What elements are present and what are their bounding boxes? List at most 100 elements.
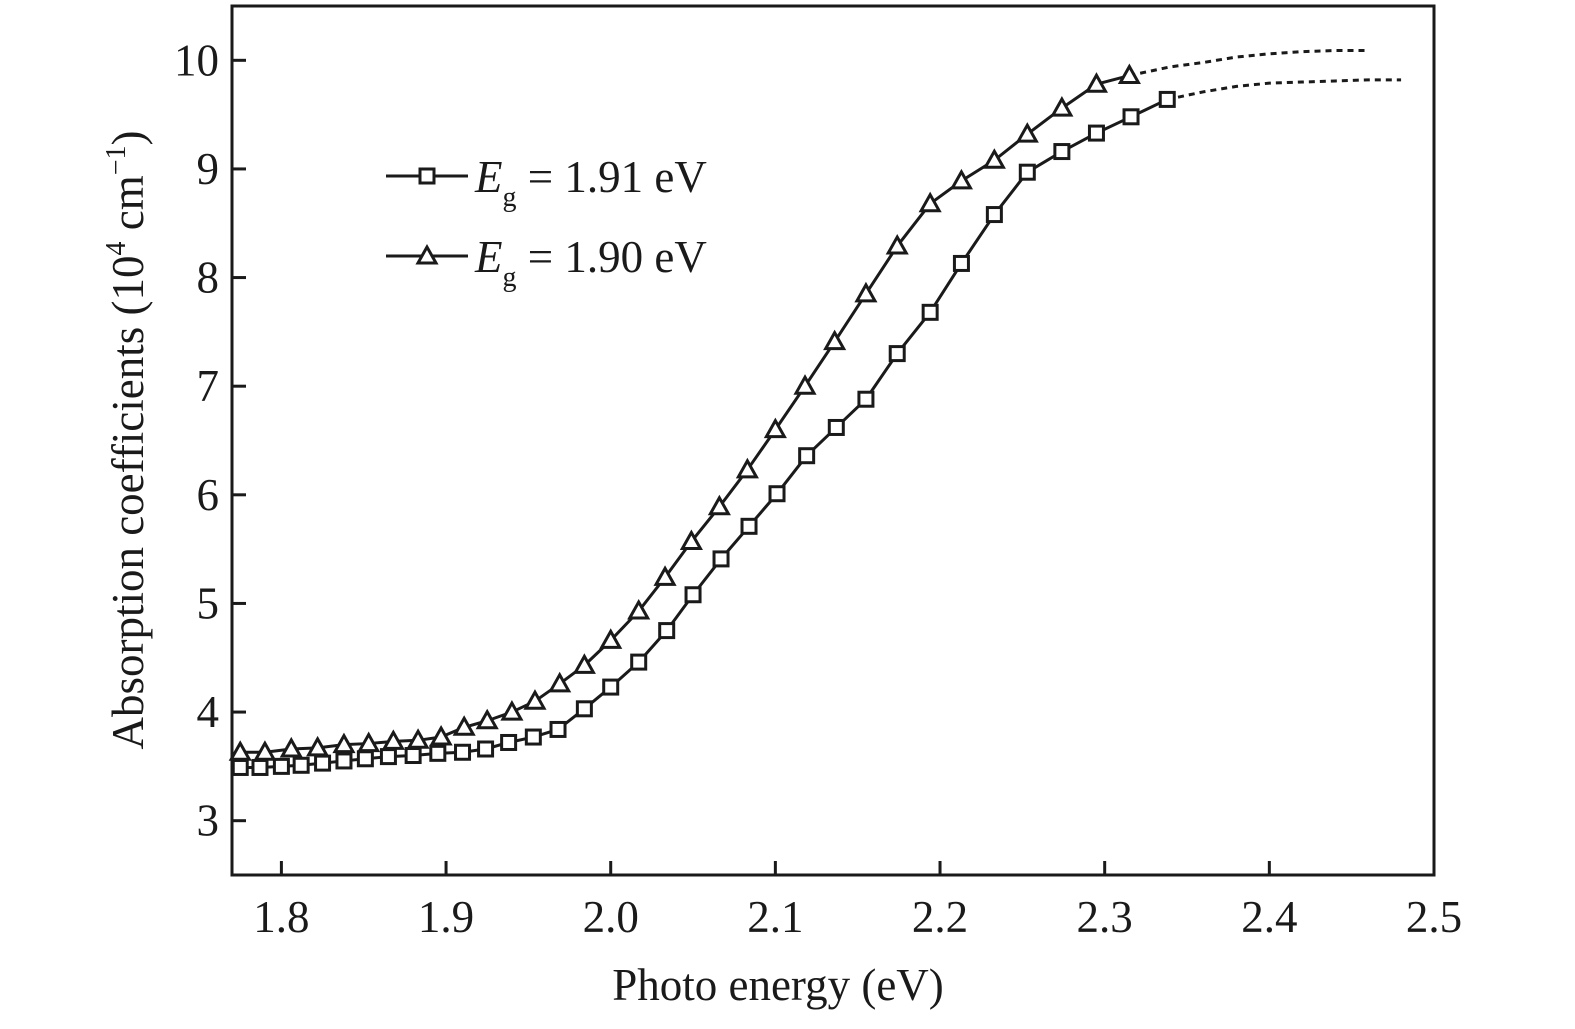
data-point-square — [1122, 108, 1140, 126]
x-tick-label: 2.5 — [1406, 892, 1462, 942]
data-point-square — [454, 743, 472, 761]
series-square — [231, 78, 1402, 776]
data-point-triangle — [452, 715, 476, 736]
x-tick-label: 2.3 — [1077, 892, 1133, 942]
data-point-triangle — [523, 689, 547, 710]
data-point-square — [500, 733, 518, 751]
data-point-square — [921, 303, 939, 321]
data-point-triangle — [228, 740, 252, 761]
data-point-square — [379, 748, 397, 766]
data-point-triangle — [381, 729, 405, 750]
data-point-triangle — [279, 736, 303, 758]
data-point-triangle — [332, 732, 356, 754]
data-point-triangle — [306, 735, 330, 757]
y-tick-label: 3 — [197, 796, 220, 846]
series-triangle — [228, 49, 1369, 761]
data-point-square — [404, 747, 422, 765]
data-point-square — [630, 653, 648, 671]
data-point-triangle — [854, 281, 878, 303]
data-point-triangle — [1015, 122, 1039, 143]
data-point-triangle — [548, 671, 572, 693]
data-point-square — [575, 700, 593, 718]
axis-ticks: 1.8 1.9 2.0 2.1 2.2 2.3 2.4 2.5 3 4 5 6 7 8 9 10 — [174, 35, 1462, 942]
y-axis-title-main: Absorption coefficients (10 — [103, 255, 153, 749]
data-point-square — [827, 418, 845, 436]
x-tick-label: 1.8 — [253, 892, 309, 942]
y-tick-label: 7 — [197, 361, 220, 411]
data-point-square — [314, 754, 332, 772]
data-point-triangle — [735, 457, 759, 479]
legend-label: Eg = 1.91 eV — [474, 152, 707, 213]
data-point-triangle — [653, 565, 677, 586]
data-point-triangle — [949, 168, 973, 190]
data-point-triangle — [1117, 63, 1141, 85]
data-point-triangle — [823, 329, 847, 351]
data-point-square — [1158, 90, 1176, 108]
data-point-triangle — [253, 740, 277, 761]
data-point-square — [712, 550, 730, 568]
legend-marker-square — [418, 167, 436, 185]
data-point-triangle — [793, 374, 817, 395]
y-axis-title-mid: cm — [103, 175, 153, 241]
y-tick-label: 10 — [174, 35, 219, 85]
x-axis-title: Photo energy (eV) — [612, 960, 944, 1010]
data-point-triangle — [1050, 96, 1074, 117]
data-point-triangle — [357, 731, 381, 753]
data-point-square — [272, 757, 290, 775]
data-point-square — [798, 447, 816, 465]
legend-label: Eg = 1.90 eV — [474, 232, 707, 293]
data-point-square — [251, 758, 269, 776]
series-extension-dotted — [1129, 49, 1369, 77]
y-axis-title-end: ) — [103, 130, 153, 145]
y-axis-title-exp2: −1 — [101, 145, 132, 175]
data-point-triangle — [572, 653, 596, 674]
y-tick-label: 5 — [197, 578, 220, 628]
data-point-triangle — [707, 494, 731, 516]
legend-item: Eg = 1.90 eV — [386, 232, 707, 293]
data-point-square — [429, 744, 447, 762]
data-point-triangle — [627, 598, 651, 620]
legend-item: Eg = 1.91 eV — [386, 152, 707, 213]
y-axis-title-exp1: 4 — [101, 241, 132, 255]
legend-symbol: E — [474, 152, 503, 202]
data-point-square — [658, 622, 676, 640]
legend-value: = 1.90 eV — [517, 232, 707, 282]
data-point-square — [231, 758, 249, 776]
x-tick-label: 2.0 — [583, 892, 639, 942]
data-point-triangle — [763, 417, 787, 439]
data-point-square — [740, 517, 758, 535]
y-axis-title: Absorption coefficients (104 cm−1) — [101, 130, 153, 749]
data-point-square — [857, 390, 875, 408]
y-tick-label: 8 — [197, 253, 220, 303]
data-point-square — [356, 750, 374, 768]
y-tick-label: 9 — [197, 144, 220, 194]
data-point-square — [335, 752, 353, 770]
series-layer — [228, 49, 1402, 776]
y-tick-label: 6 — [197, 470, 220, 520]
series-extension-dotted — [1166, 78, 1402, 101]
x-tick-label: 2.2 — [912, 892, 968, 942]
data-point-square — [477, 740, 495, 758]
data-point-square — [1053, 143, 1071, 161]
data-point-triangle — [679, 529, 703, 551]
data-point-square — [888, 345, 906, 363]
plot-frame — [230, 4, 1436, 877]
data-point-square — [684, 586, 702, 604]
data-point-square — [768, 485, 786, 503]
x-tick-label: 1.9 — [418, 892, 474, 942]
data-point-square — [292, 756, 310, 774]
data-point-triangle — [885, 234, 909, 255]
data-point-square — [985, 206, 1003, 224]
data-point-square — [602, 678, 620, 696]
legend-subscript: g — [503, 182, 517, 213]
data-point-triangle — [475, 708, 499, 730]
data-point-triangle — [918, 191, 942, 213]
data-point-square — [1087, 124, 1105, 142]
legend-symbol: E — [474, 232, 503, 282]
legend-subscript: g — [503, 262, 517, 293]
data-point-square — [549, 720, 567, 738]
data-point-triangle — [599, 628, 623, 649]
data-point-square — [952, 254, 970, 272]
